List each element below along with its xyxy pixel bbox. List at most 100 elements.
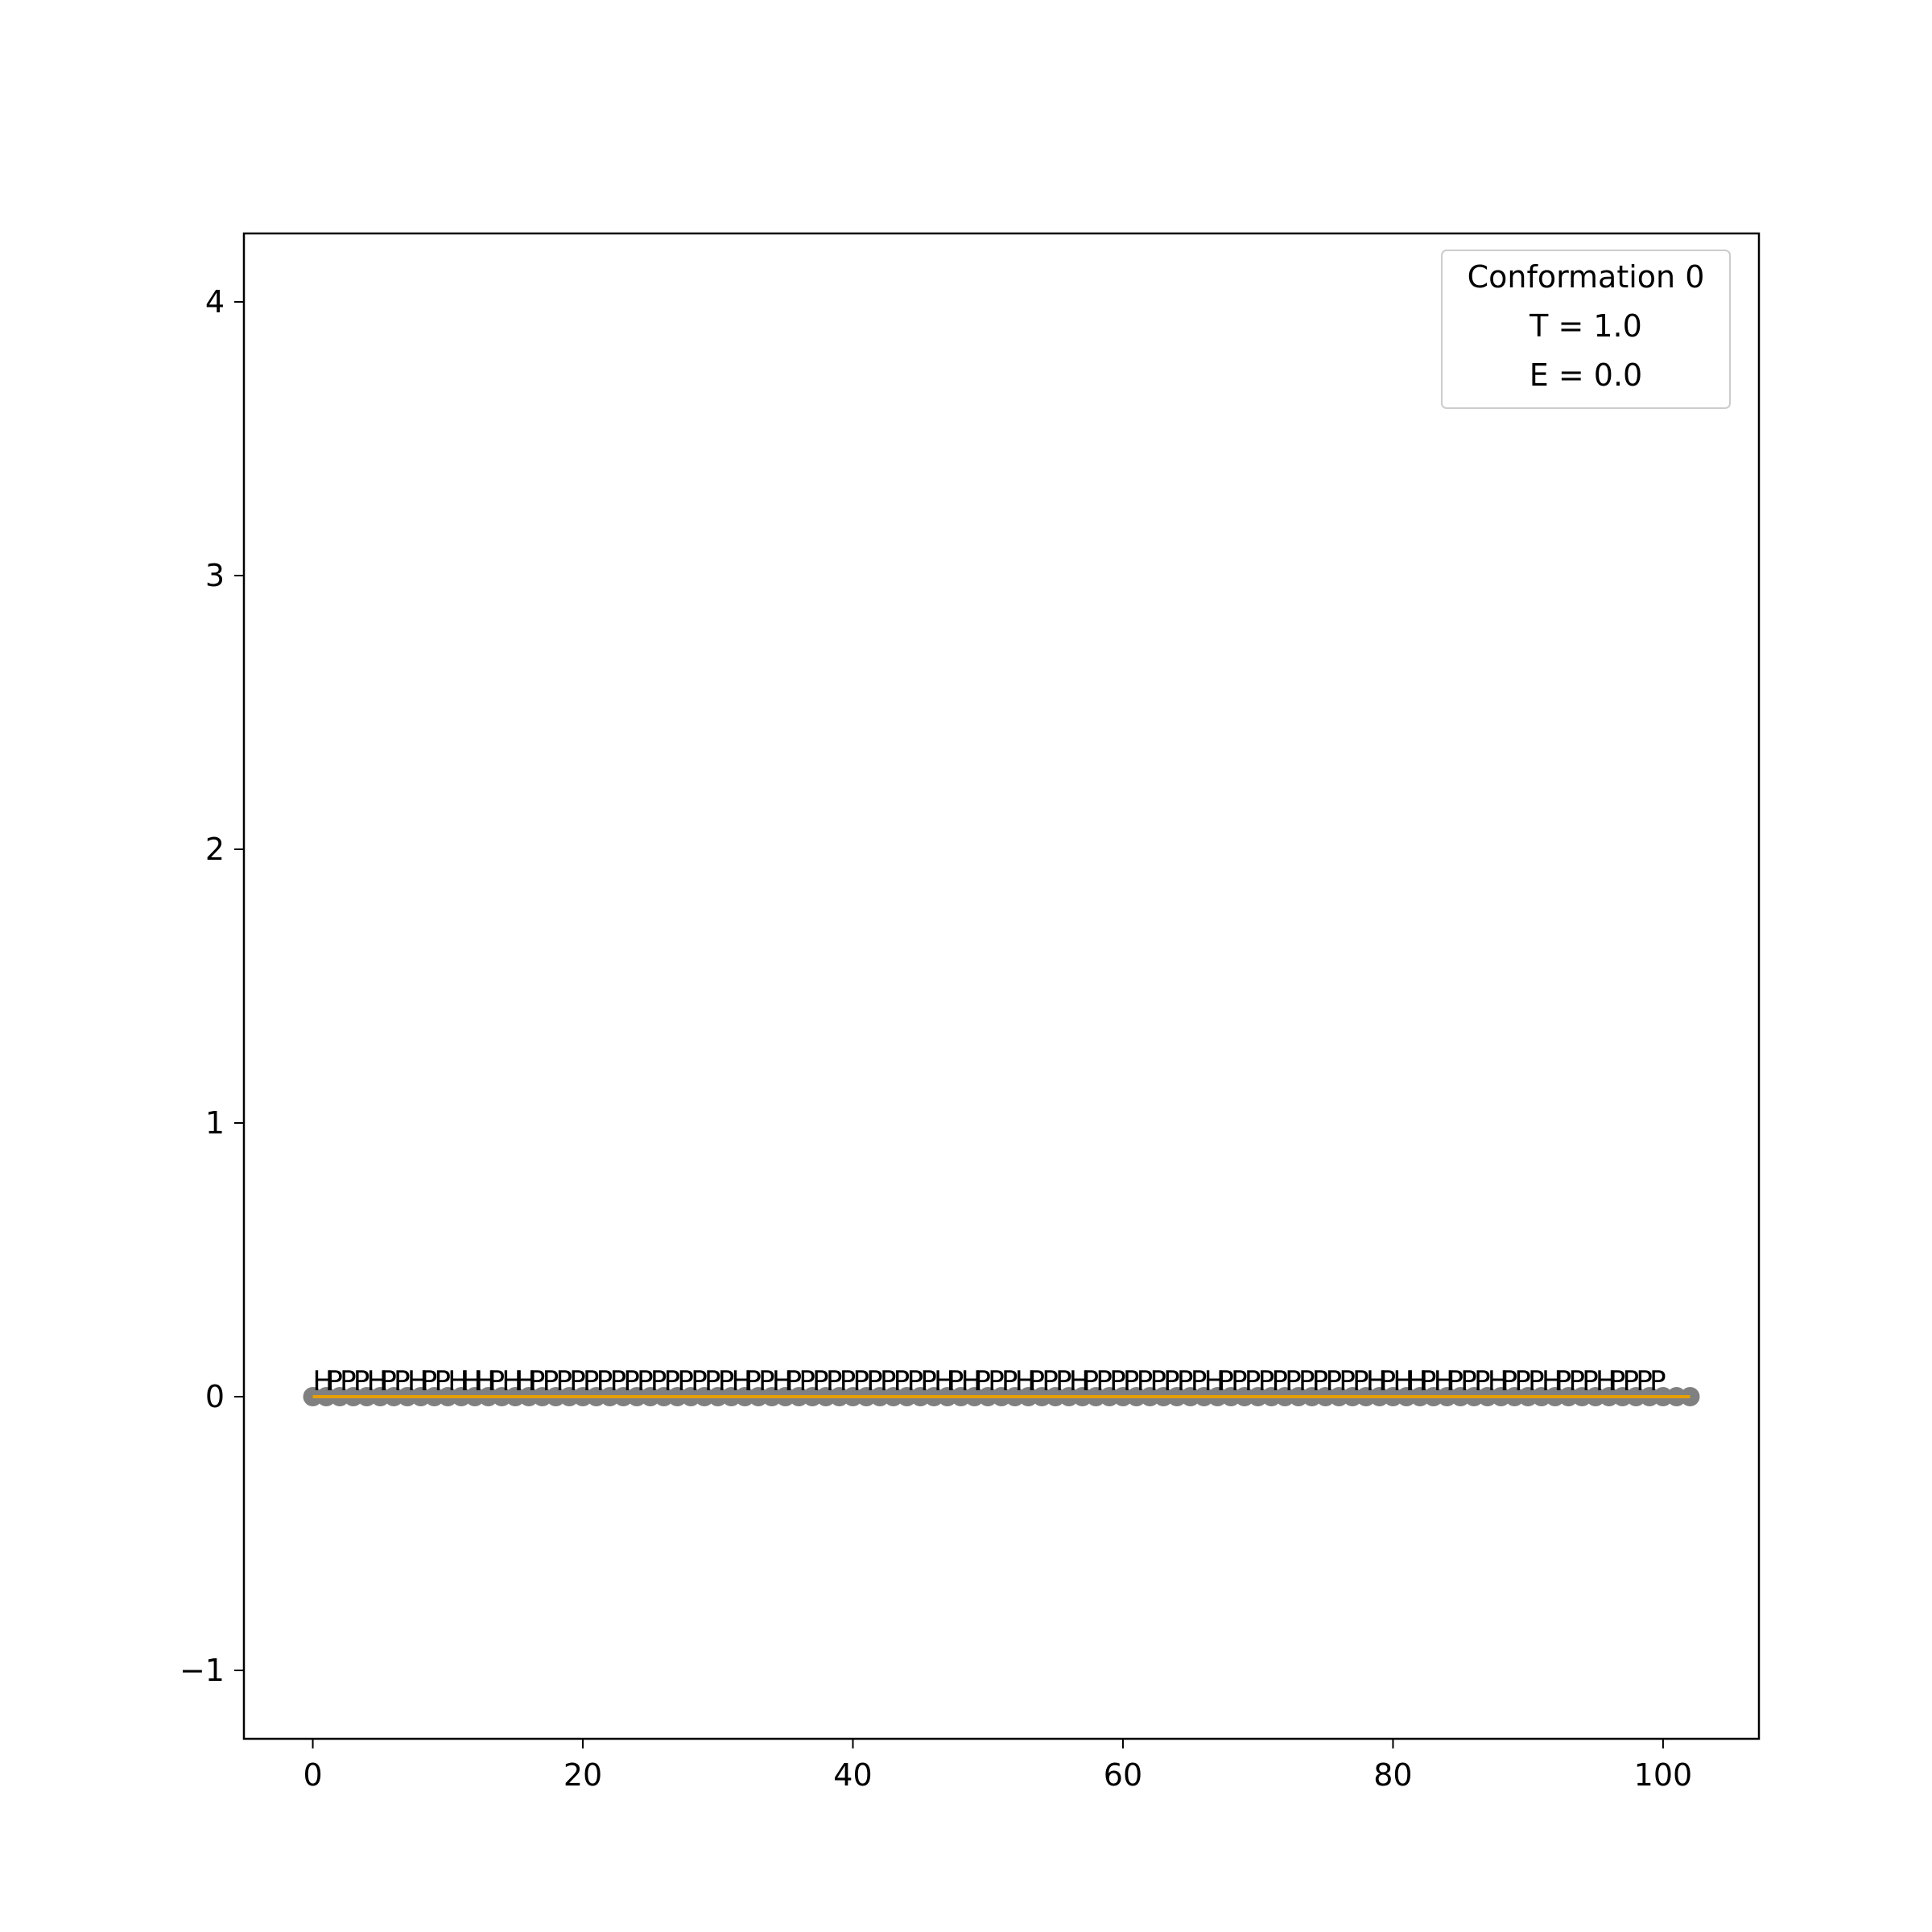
residue-label: H — [1596, 1365, 1616, 1397]
residue-label: P — [610, 1365, 627, 1397]
residue-label: P — [1298, 1365, 1315, 1397]
residue-label: P — [1420, 1365, 1437, 1397]
residue-label: P — [894, 1365, 910, 1397]
residue-label: P — [1501, 1365, 1518, 1397]
plot-area: HPPPHPPHPPHHHPHHPPPPPPPPPPPPPPPHPPHPPPPP… — [303, 1365, 1700, 1406]
residue-label: H — [313, 1365, 334, 1397]
residue-label: P — [704, 1365, 721, 1397]
residue-label: P — [758, 1365, 775, 1397]
residue-label: P — [353, 1365, 370, 1397]
residue-label: P — [637, 1365, 654, 1397]
residue-label: P — [1649, 1365, 1666, 1397]
residue-label: P — [1109, 1365, 1126, 1397]
residue-label: P — [1150, 1365, 1167, 1397]
x-tick-label: 100 — [1634, 1757, 1693, 1793]
residue-label: P — [745, 1365, 762, 1397]
residue-label: P — [543, 1365, 559, 1397]
residue-label: H — [1204, 1365, 1225, 1397]
residue-label: P — [812, 1365, 829, 1397]
residue-label: P — [677, 1365, 694, 1397]
x-tick-label: 80 — [1373, 1757, 1412, 1793]
residue-label: P — [1001, 1365, 1018, 1397]
residue-label: P — [1582, 1365, 1599, 1397]
legend-line-2: T = 1.0 — [1529, 308, 1642, 344]
residue-label: P — [1568, 1365, 1585, 1397]
residue-label: H — [961, 1365, 982, 1397]
residue-label: H — [1434, 1365, 1455, 1397]
y-tick-label: 1 — [205, 1105, 225, 1141]
residue-label: P — [786, 1365, 803, 1397]
residue-label: H — [1488, 1365, 1509, 1397]
residue-label: P — [623, 1365, 640, 1397]
residue-label: P — [1555, 1365, 1572, 1397]
residue-label: H — [1393, 1365, 1414, 1397]
residue-label: H — [732, 1365, 753, 1397]
legend-box — [1441, 250, 1731, 409]
residue-label: P — [1137, 1365, 1154, 1397]
residue-label: P — [1609, 1365, 1626, 1397]
residue-label: P — [555, 1365, 572, 1397]
residue-label: P — [826, 1365, 843, 1397]
axes: 0 20 40 60 80 100 −1 0 1 2 3 4 — [180, 232, 1761, 1793]
legend: Conformation 0 T = 1.0 E = 0.0 — [1441, 250, 1731, 409]
y-tick-label: 4 — [205, 284, 225, 320]
residue-label: H — [1015, 1365, 1036, 1397]
residue-label: H — [502, 1365, 522, 1397]
axes-frame — [242, 232, 1761, 1740]
residue-label: P — [569, 1365, 586, 1397]
residue-label: P — [1460, 1365, 1477, 1397]
y-tick-label: 3 — [205, 558, 225, 593]
residue-label: H — [1069, 1365, 1090, 1397]
residue-label: P — [1380, 1365, 1397, 1397]
x-tick-label: 40 — [833, 1757, 872, 1793]
residue-label: H — [475, 1365, 496, 1397]
residue-label: P — [718, 1365, 735, 1397]
residue-label: P — [1083, 1365, 1100, 1397]
residue-label: P — [435, 1365, 452, 1397]
legend-line-3: E = 0.0 — [1530, 357, 1642, 393]
y-tick-label: 0 — [205, 1379, 225, 1414]
residue-label: P — [1055, 1365, 1072, 1397]
residue-label: H — [1406, 1365, 1427, 1397]
residue-label: P — [340, 1365, 357, 1397]
residue-label: P — [1528, 1365, 1545, 1397]
residue-label: H — [515, 1365, 536, 1397]
residue-label: P — [1163, 1365, 1180, 1397]
residue-label: P — [1271, 1365, 1288, 1397]
residue-label: P — [1231, 1365, 1248, 1397]
residue-label: P — [1029, 1365, 1046, 1397]
y-tick-label: 2 — [205, 832, 225, 867]
residue-label: P — [664, 1365, 681, 1397]
residue-label: P — [1326, 1365, 1343, 1397]
residue-label: H — [934, 1365, 955, 1397]
residue-label: P — [529, 1365, 546, 1397]
residue-label: P — [691, 1365, 708, 1397]
residue-label: P — [947, 1365, 964, 1397]
residue-label: P — [1352, 1365, 1369, 1397]
residue-label: P — [326, 1365, 343, 1397]
residue-label: P — [866, 1365, 883, 1397]
residue-label: H — [1542, 1365, 1563, 1397]
x-tick-label: 20 — [564, 1757, 602, 1793]
residue-label: P — [880, 1365, 897, 1397]
residue-label: P — [1123, 1365, 1140, 1397]
residue-label: P — [1474, 1365, 1491, 1397]
residue-label: P — [920, 1365, 937, 1397]
residue-label: P — [1177, 1365, 1194, 1397]
residue-label: H — [461, 1365, 482, 1397]
residue-label: P — [1258, 1365, 1275, 1397]
residue-label: P — [421, 1365, 438, 1397]
residue-label: P — [394, 1365, 411, 1397]
residue-label: P — [583, 1365, 600, 1397]
legend-line-1: Conformation 0 — [1468, 259, 1705, 295]
x-tick-label: 0 — [303, 1757, 322, 1793]
residue-label: P — [380, 1365, 397, 1397]
residue-label: P — [1285, 1365, 1302, 1397]
residue-label: P — [974, 1365, 991, 1397]
residue-label: H — [367, 1365, 388, 1397]
residue-label: P — [489, 1365, 506, 1397]
residue-label: H — [448, 1365, 469, 1397]
residue-label: P — [1042, 1365, 1059, 1397]
residue-label: P — [988, 1365, 1005, 1397]
